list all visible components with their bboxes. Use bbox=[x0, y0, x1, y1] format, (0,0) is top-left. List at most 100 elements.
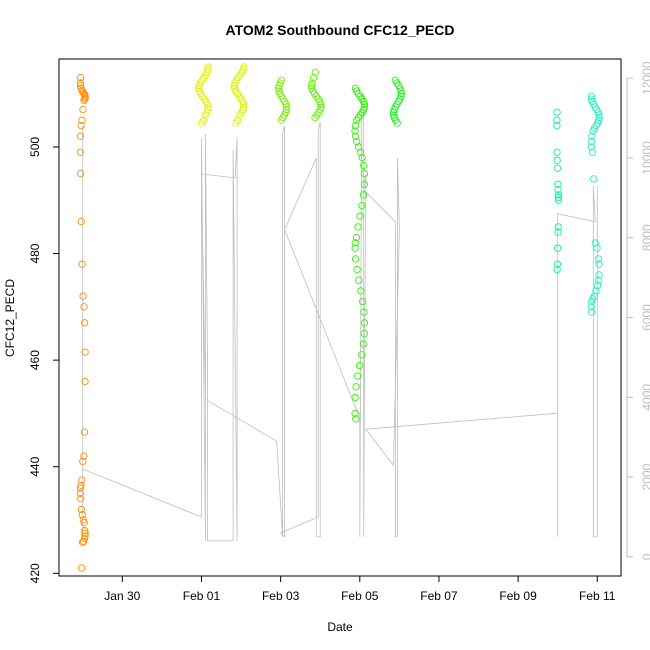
data-point bbox=[77, 481, 85, 490]
series-flight-3 bbox=[230, 63, 248, 127]
data-point bbox=[587, 92, 596, 100]
data-point bbox=[554, 185, 562, 194]
series-flight-6 bbox=[351, 84, 369, 423]
x-axis: Jan 30 Feb 01 Feb 03 Feb 05 Feb 07 Feb 09 Feb … bbox=[104, 576, 616, 603]
data-point bbox=[195, 84, 203, 92]
data-point bbox=[309, 74, 318, 82]
data-point bbox=[353, 137, 361, 146]
data-point bbox=[592, 287, 600, 295]
data-point bbox=[79, 292, 87, 300]
secondary-y-axis: 0 2000 4000 6000 8000 10000 12000 bbox=[626, 61, 650, 560]
series-flight-1 bbox=[76, 74, 89, 572]
data-point bbox=[360, 319, 369, 327]
data-point bbox=[78, 564, 86, 572]
data-point bbox=[307, 81, 316, 90]
data-point bbox=[282, 103, 291, 111]
data-point bbox=[79, 537, 88, 546]
data-point bbox=[79, 105, 87, 114]
data-point bbox=[351, 255, 360, 263]
data-point bbox=[354, 223, 362, 231]
data-point bbox=[79, 457, 87, 466]
x-tick-label: Feb 07 bbox=[420, 589, 458, 603]
data-point bbox=[588, 297, 596, 306]
data-point bbox=[358, 297, 367, 306]
x-tick-label: Feb 09 bbox=[499, 589, 537, 603]
data-point bbox=[277, 116, 285, 124]
data-point bbox=[393, 119, 401, 127]
data-point bbox=[353, 265, 361, 274]
x-tick-label: Feb 11 bbox=[579, 589, 616, 603]
data-point bbox=[317, 100, 325, 108]
data-point bbox=[587, 308, 596, 316]
data-point bbox=[352, 233, 361, 242]
data-point bbox=[195, 81, 203, 90]
y2-tick-label: 4000 bbox=[640, 384, 650, 411]
data-point bbox=[352, 116, 361, 124]
y-tick-label: 500 bbox=[28, 137, 42, 157]
data-point bbox=[77, 217, 85, 226]
data-point bbox=[359, 340, 367, 348]
data-point bbox=[78, 476, 86, 484]
data-point bbox=[360, 308, 368, 316]
data-point bbox=[595, 113, 603, 122]
data-point bbox=[554, 244, 562, 252]
x-tick-label: Feb 01 bbox=[183, 589, 221, 603]
data-point bbox=[351, 127, 359, 135]
data-point bbox=[351, 121, 360, 130]
data-point bbox=[587, 303, 595, 311]
data-point bbox=[81, 527, 89, 535]
data-point bbox=[77, 121, 85, 130]
data-point bbox=[352, 383, 360, 391]
x-axis-label: Date bbox=[327, 620, 353, 634]
y-tick-label: 480 bbox=[28, 243, 42, 263]
data-point bbox=[231, 79, 239, 87]
data-point bbox=[356, 212, 364, 220]
data-point bbox=[589, 127, 597, 135]
y2-tick-label: 0 bbox=[640, 553, 650, 560]
data-point bbox=[236, 111, 244, 119]
x-tick-label: Feb 05 bbox=[341, 589, 379, 603]
data-point bbox=[553, 116, 561, 124]
y-axis: 420 440 460 480 500 bbox=[28, 137, 59, 583]
data-point bbox=[351, 409, 359, 418]
data-point bbox=[595, 260, 603, 268]
data-point bbox=[81, 377, 89, 386]
data-point bbox=[77, 495, 85, 503]
data-point bbox=[390, 105, 398, 114]
data-point bbox=[553, 164, 562, 172]
y2-tick-label: 6000 bbox=[640, 304, 650, 331]
data-point bbox=[80, 303, 88, 311]
series-flight-9 bbox=[587, 92, 603, 316]
data-point bbox=[360, 180, 369, 188]
y2-tick-label: 12000 bbox=[640, 61, 650, 95]
plot-frame bbox=[58, 58, 622, 577]
x-tick-label: Feb 03 bbox=[262, 589, 300, 603]
data-point bbox=[593, 281, 602, 290]
data-point bbox=[80, 519, 88, 527]
data-point bbox=[275, 84, 283, 92]
y2-tick-label: 8000 bbox=[640, 224, 650, 251]
y2-tick-label: 2000 bbox=[640, 463, 650, 490]
data-point bbox=[311, 68, 319, 76]
data-point bbox=[77, 505, 86, 514]
data-point bbox=[76, 484, 85, 492]
data-point bbox=[351, 393, 359, 402]
chart-title: ATOM2 Southbound CFC12_PECD bbox=[226, 22, 455, 38]
data-point bbox=[351, 239, 359, 247]
data-point bbox=[78, 260, 86, 268]
data-point bbox=[355, 276, 363, 284]
data-point bbox=[80, 428, 89, 436]
data-point bbox=[81, 319, 89, 327]
data-point bbox=[240, 63, 248, 71]
data-point bbox=[240, 100, 248, 108]
data-point bbox=[76, 74, 85, 82]
data-point bbox=[204, 63, 212, 71]
data-point bbox=[354, 143, 363, 151]
x-tick-label: Jan 30 bbox=[104, 589, 140, 603]
data-point bbox=[355, 361, 364, 370]
y2-tick-label: 10000 bbox=[640, 141, 650, 175]
data-point bbox=[76, 81, 85, 90]
data-point bbox=[553, 148, 561, 156]
data-point bbox=[81, 95, 89, 103]
data-point bbox=[78, 511, 86, 519]
